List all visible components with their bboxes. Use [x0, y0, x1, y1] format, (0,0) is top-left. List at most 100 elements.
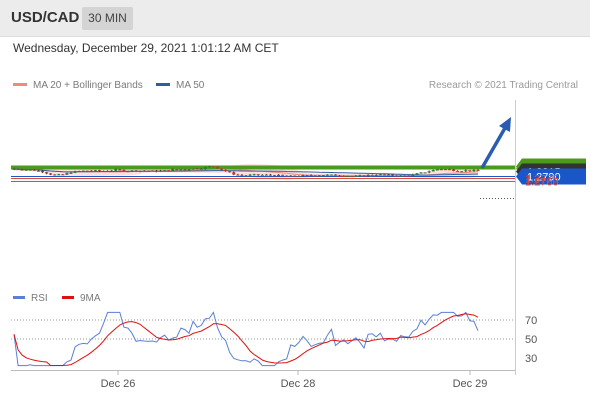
- candle-body: [395, 175, 399, 177]
- candle-body: [57, 174, 61, 176]
- candle-body: [415, 173, 419, 175]
- candle-body: [122, 169, 126, 172]
- candle-body: [252, 174, 256, 176]
- candle-body: [370, 174, 374, 176]
- candle-body: [464, 170, 468, 172]
- datetime-label: Wednesday, December 29, 2021 1:01:12 AM …: [13, 41, 279, 55]
- top-bar: USD/CAD 30 MIN: [0, 0, 590, 37]
- candle-body: [163, 170, 167, 172]
- candle-body: [419, 172, 423, 174]
- candle-body: [236, 174, 240, 176]
- candle-body: [423, 172, 427, 174]
- candle-body: [199, 168, 203, 170]
- candle-body: [358, 175, 362, 177]
- candle-body: [452, 169, 456, 171]
- candle-body: [81, 170, 85, 172]
- ma50-swatch: [156, 82, 170, 86]
- currency-pair-title: USD/CAD: [11, 9, 80, 26]
- candle-body: [110, 170, 114, 172]
- candle-body: [114, 169, 118, 171]
- chart-right-border: [515, 100, 516, 375]
- x-tick-label: Dec 29: [453, 378, 488, 390]
- candle-body: [297, 176, 301, 178]
- candle-body: [106, 170, 110, 172]
- candle-body: [289, 175, 293, 177]
- candle-body: [28, 169, 32, 171]
- candle-body: [53, 174, 57, 176]
- candle-body: [362, 175, 366, 177]
- candle-body: [32, 169, 36, 171]
- candle-body: [334, 174, 338, 176]
- candle-body: [264, 174, 268, 176]
- legend-rsi: RSI: [13, 293, 48, 304]
- candle-body: [391, 174, 395, 176]
- candle-body: [248, 174, 252, 176]
- candle-body: [268, 174, 272, 176]
- candle-body: [448, 169, 452, 171]
- candle-body: [183, 169, 187, 171]
- candle-body: [142, 170, 146, 172]
- candle-body: [40, 170, 44, 173]
- candle-body: [77, 171, 81, 173]
- candle-body: [150, 170, 154, 172]
- candle-body: [118, 169, 122, 171]
- candle-body: [281, 174, 285, 176]
- legend-ma50: MA 50: [156, 80, 204, 91]
- forecast-arrow: [480, 117, 511, 169]
- candle-body: [175, 169, 179, 171]
- rsi-label: RSI: [31, 293, 48, 304]
- candle-body: [138, 170, 142, 172]
- level-label-1.2775: 1.2775: [525, 174, 559, 186]
- candle-body: [317, 175, 321, 177]
- x-tick-label: Dec 28: [281, 378, 316, 390]
- candle-body: [65, 173, 69, 175]
- candle-body: [69, 172, 73, 174]
- candle-body: [216, 166, 220, 169]
- candle-body: [203, 167, 207, 169]
- rsi-swatch: [13, 295, 25, 299]
- rsi-line: [13, 311, 479, 367]
- candle-body: [12, 169, 16, 171]
- legend-ma20: MA 20 + Bollinger Bands: [13, 80, 143, 91]
- copyright-text: Research © 2021 Trading Central: [428, 80, 578, 91]
- candle-body: [476, 170, 480, 172]
- candle-body: [134, 170, 138, 172]
- timeframe-badge[interactable]: 30 MIN: [82, 7, 133, 30]
- candle-body: [85, 170, 89, 172]
- candle-body: [293, 175, 297, 177]
- candle-body: [45, 172, 49, 174]
- candle-body: [374, 175, 378, 177]
- ma50-label: MA 50: [176, 80, 205, 91]
- ma20-label: MA 20 + Bollinger Bands: [33, 80, 143, 91]
- forecast-arrow-shaft: [480, 127, 507, 169]
- candle-body: [146, 170, 150, 172]
- candle-body: [126, 171, 130, 173]
- candle-body: [93, 170, 97, 172]
- rsi-level-label: 30: [525, 353, 537, 365]
- candle-body: [382, 174, 386, 176]
- candle-body: [366, 174, 370, 177]
- candle-body: [191, 168, 195, 170]
- candle-body: [403, 175, 407, 177]
- candle-body: [386, 174, 390, 176]
- candle-body: [338, 175, 342, 177]
- candle-body: [342, 175, 346, 177]
- candle-body: [256, 174, 260, 176]
- rsi-level-label: 70: [525, 315, 537, 327]
- candle-body: [309, 175, 313, 177]
- candle-body: [431, 170, 435, 172]
- candle-body: [20, 169, 24, 171]
- ma50-line: [13, 168, 479, 176]
- rsi-ma-label: 9MA: [80, 293, 101, 304]
- level-tag-1.2790: [516, 168, 586, 185]
- candle-body: [354, 175, 358, 177]
- ma20-swatch: [13, 82, 27, 86]
- forecast-arrowhead: [499, 117, 511, 132]
- candle-body: [472, 170, 476, 172]
- candle-body: [232, 172, 236, 175]
- rsi-ma-swatch: [62, 295, 74, 299]
- candle-body: [36, 170, 40, 172]
- candle-body: [159, 170, 163, 172]
